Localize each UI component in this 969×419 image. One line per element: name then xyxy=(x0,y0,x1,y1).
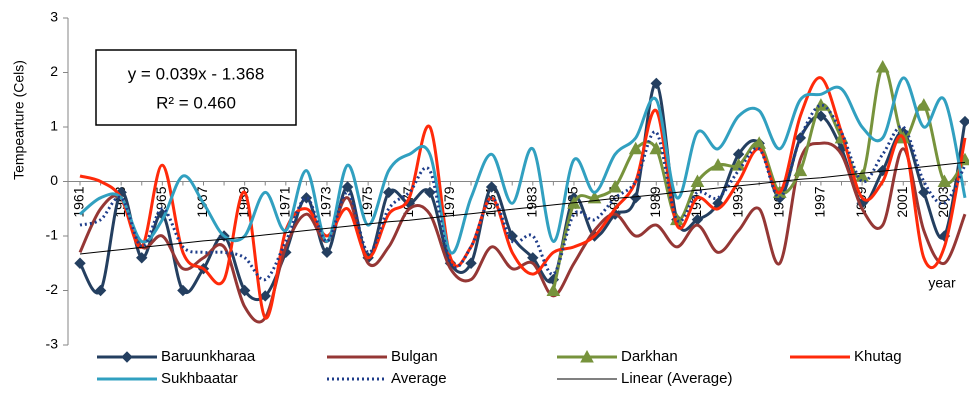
marker xyxy=(485,181,498,193)
marker xyxy=(546,283,561,296)
series-line xyxy=(79,103,967,282)
marker xyxy=(794,132,807,144)
marker xyxy=(690,174,705,187)
marker xyxy=(649,141,664,155)
x-axis-title: year xyxy=(928,275,956,291)
marker xyxy=(875,60,890,73)
x-tick-label: 1961 xyxy=(71,186,87,217)
x-tick-label: 1989 xyxy=(647,186,663,217)
x-tick-label: 1983 xyxy=(523,186,539,217)
marker xyxy=(628,141,643,155)
y-tick-label: 2 xyxy=(50,63,58,79)
marker xyxy=(650,77,662,90)
marker xyxy=(959,115,969,128)
marker xyxy=(383,186,395,199)
marker xyxy=(259,290,271,302)
legend-item: Khutag xyxy=(790,348,902,365)
marker xyxy=(177,284,189,297)
y-tick-label: -2 xyxy=(46,281,59,297)
legend-label: Khutag xyxy=(854,348,902,365)
marker xyxy=(937,174,952,187)
series-line xyxy=(79,76,967,320)
x-tick-label: 1981 xyxy=(482,186,498,217)
equation-box xyxy=(95,49,297,126)
y-tick-label: 1 xyxy=(50,118,58,134)
legend-label: Average xyxy=(391,370,447,387)
legend-label: Bulgan xyxy=(391,348,438,365)
x-tick-label: 2003 xyxy=(935,186,951,217)
series xyxy=(546,60,969,296)
marker xyxy=(793,163,808,177)
y-axis-title: Tempearture (Cels) xyxy=(11,60,27,180)
x-tick-label: 1979 xyxy=(441,186,457,217)
marker xyxy=(321,246,333,259)
marker xyxy=(580,349,594,363)
marker xyxy=(629,192,642,204)
x-tick-label: 1971 xyxy=(277,186,293,217)
legend-label: Darkhan xyxy=(621,348,678,365)
marker xyxy=(74,257,86,269)
equation: y = 0.039x - 1.368 xyxy=(128,64,265,83)
legend-item: Darkhan xyxy=(557,348,678,365)
legend-label: Sukhbaatar xyxy=(161,370,238,387)
series xyxy=(79,76,967,255)
legend-label: Linear (Average) xyxy=(621,370,732,387)
marker xyxy=(121,351,133,363)
x-tick-label: 1969 xyxy=(235,186,251,217)
marker xyxy=(608,179,622,193)
x-tick-label: 2001 xyxy=(894,186,910,217)
legend-label: Baruunkharaa xyxy=(161,348,256,365)
legend-item: Sukhbaatar xyxy=(97,370,238,387)
x-tick-label: 1997 xyxy=(812,186,828,217)
x-tick-label: 1973 xyxy=(318,186,334,217)
series-line xyxy=(551,65,967,291)
series xyxy=(79,161,966,255)
series-line xyxy=(79,76,967,255)
y-tick-label: -3 xyxy=(46,336,59,352)
r-squared: R² = 0.460 xyxy=(156,93,236,112)
legend-item: Average xyxy=(327,370,447,387)
marker xyxy=(300,192,313,204)
marker xyxy=(731,158,746,171)
series-line xyxy=(79,161,966,255)
marker xyxy=(916,98,931,111)
marker xyxy=(711,158,725,171)
marker xyxy=(341,181,354,193)
marker xyxy=(94,284,107,297)
x-tick-label: 1993 xyxy=(729,186,745,217)
marker xyxy=(136,252,148,264)
series xyxy=(79,76,967,320)
legend-item: Bulgan xyxy=(327,348,438,365)
y-tick-label: -1 xyxy=(46,227,59,243)
marker xyxy=(918,186,930,199)
marker xyxy=(238,284,251,297)
series xyxy=(79,103,967,282)
legend-item: Linear (Average) xyxy=(557,370,732,387)
y-tick-label: 0 xyxy=(50,172,58,188)
marker xyxy=(465,257,477,269)
y-tick-label: 3 xyxy=(50,9,58,25)
marker xyxy=(424,186,436,199)
x-tick-label: 1965 xyxy=(153,186,169,217)
legend-item: Baruunkharaa xyxy=(97,348,256,365)
